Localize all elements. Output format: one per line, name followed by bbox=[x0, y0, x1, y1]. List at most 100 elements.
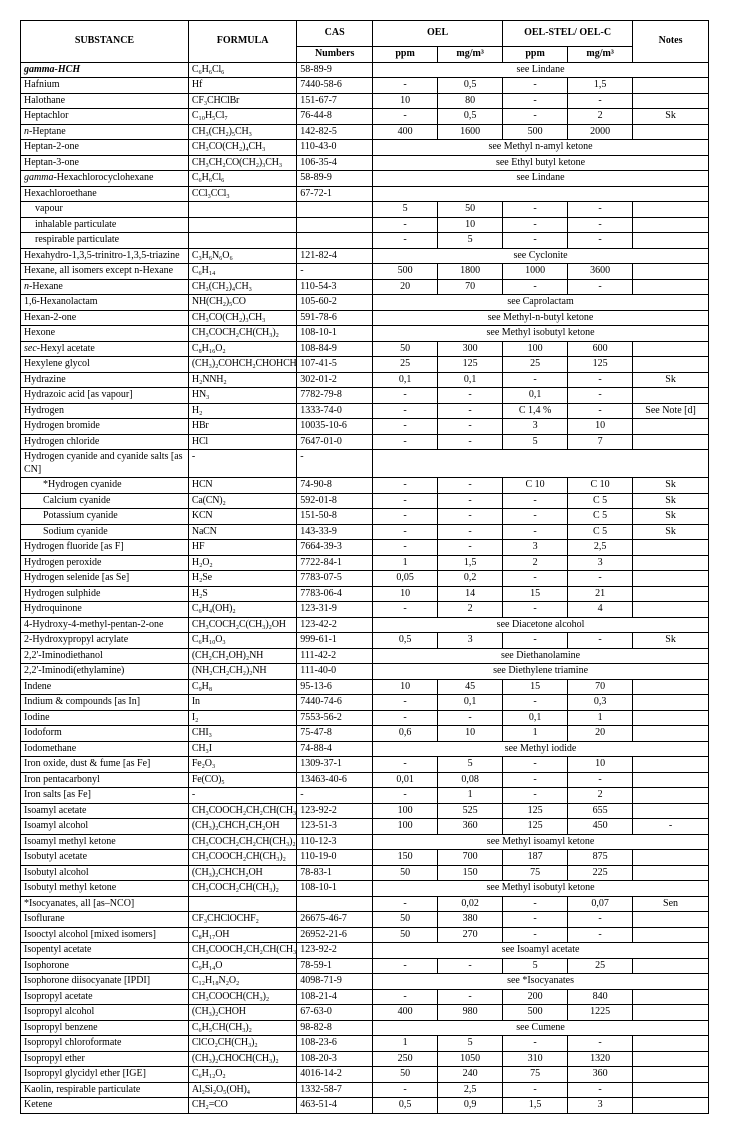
table-row: Iron salts [as Fe]---1-2 bbox=[21, 788, 709, 804]
cell-cas: 76-44-8 bbox=[297, 109, 373, 125]
cell-stel: - bbox=[503, 509, 568, 525]
cell-stel: - bbox=[568, 233, 633, 249]
table-row: Hydrogen selenide [as Se]H₂Se7783-07-50,… bbox=[21, 571, 709, 587]
cell-stel: - bbox=[503, 109, 568, 125]
cell-oel: - bbox=[373, 757, 438, 773]
cell-cas: 75-47-8 bbox=[297, 726, 373, 742]
cell-cas: 108-10-1 bbox=[297, 326, 373, 342]
cell-substance: gamma-HCH bbox=[21, 62, 189, 78]
cell-stel: 2000 bbox=[568, 124, 633, 140]
cell-cas: 110-54-3 bbox=[297, 279, 373, 295]
cell-formula: C₆H₁₀O₃ bbox=[188, 633, 296, 649]
cell-formula: C₉H₈ bbox=[188, 679, 296, 695]
cell-oel: - bbox=[438, 478, 503, 494]
cell-substance: Isooctyl alcohol [mixed isomers] bbox=[21, 927, 189, 943]
table-row: inhalable particulate-10-- bbox=[21, 217, 709, 233]
cell-oel: 1 bbox=[373, 555, 438, 571]
cell-substance: 4-Hydroxy-4-methyl-pentan-2-one bbox=[21, 617, 189, 633]
table-row: Isopropyl alcohol(CH₃)₂CHOH67-63-0400980… bbox=[21, 1005, 709, 1021]
cell-stel: - bbox=[503, 524, 568, 540]
cell-substance: Iodoform bbox=[21, 726, 189, 742]
cell-formula: CH₃COCH₂CH(CH₃)₂ bbox=[188, 326, 296, 342]
cell-oel: 525 bbox=[438, 803, 503, 819]
cell-stel: - bbox=[503, 493, 568, 509]
cell-oel: 0,02 bbox=[438, 896, 503, 912]
cell-stel: - bbox=[503, 772, 568, 788]
th-cas: CAS bbox=[297, 21, 373, 47]
cell-stel: 840 bbox=[568, 989, 633, 1005]
cell-notes bbox=[633, 602, 709, 618]
cell-stel: 600 bbox=[568, 341, 633, 357]
cell-formula: CH₃CO(CH₂)₄CH₃ bbox=[188, 140, 296, 156]
cell-reference: see Lindane bbox=[373, 62, 709, 78]
cell-oel: 45 bbox=[438, 679, 503, 695]
cell-substance: Hydrazoic acid [as vapour] bbox=[21, 388, 189, 404]
cell-stel: 875 bbox=[568, 850, 633, 866]
cell-cas: 78-83-1 bbox=[297, 865, 373, 881]
cell-oel: 10 bbox=[373, 93, 438, 109]
cell-stel: 360 bbox=[568, 1067, 633, 1083]
cell-oel: 1600 bbox=[438, 124, 503, 140]
cell-oel: - bbox=[373, 233, 438, 249]
cell-stel: 450 bbox=[568, 819, 633, 835]
table-row: Isopropyl ether(CH₃)₂CHOCH(CH₃)₂108-20-3… bbox=[21, 1051, 709, 1067]
cell-cas: 591-78-6 bbox=[297, 310, 373, 326]
cell-substance: Isobutyl alcohol bbox=[21, 865, 189, 881]
cell-oel: 100 bbox=[373, 819, 438, 835]
cell-oel: 2 bbox=[438, 602, 503, 618]
cell-stel: 20 bbox=[568, 726, 633, 742]
cell-substance: Isophorone diisocyanate [IPDI] bbox=[21, 974, 189, 990]
cell-notes bbox=[633, 757, 709, 773]
cell-formula: (CH₃)₂CHCH₂CH₂OH bbox=[188, 819, 296, 835]
table-row: Indium & compounds [as In]In7440-74-6-0,… bbox=[21, 695, 709, 711]
cell-formula: HBr bbox=[188, 419, 296, 435]
cell-substance: n-Hexane bbox=[21, 279, 189, 295]
cell-notes: Sk bbox=[633, 372, 709, 388]
cell-notes bbox=[633, 1082, 709, 1098]
cell-formula bbox=[188, 217, 296, 233]
cell-substance: vapour bbox=[21, 202, 189, 218]
cell-stel: 75 bbox=[503, 865, 568, 881]
cell-formula: CHI₃ bbox=[188, 726, 296, 742]
cell-stel: - bbox=[503, 788, 568, 804]
cell-cas: 143-33-9 bbox=[297, 524, 373, 540]
cell-reference: see Caprolactam bbox=[373, 295, 709, 311]
cell-notes bbox=[633, 1051, 709, 1067]
th-stel-ppm: ppm bbox=[503, 47, 568, 63]
cell-substance: inhalable particulate bbox=[21, 217, 189, 233]
cell-oel: 10 bbox=[373, 679, 438, 695]
cell-stel: 2 bbox=[568, 788, 633, 804]
cell-cas: 74-90-8 bbox=[297, 478, 373, 494]
cell-oel: 700 bbox=[438, 850, 503, 866]
cell-substance: Isobutyl acetate bbox=[21, 850, 189, 866]
cell-notes bbox=[633, 788, 709, 804]
cell-formula: C₈H₁₆O₂ bbox=[188, 341, 296, 357]
cell-cas: 74-88-4 bbox=[297, 741, 373, 757]
cell-formula: Hf bbox=[188, 78, 296, 94]
cell-oel: 0,1 bbox=[438, 695, 503, 711]
cell-substance: Isoamyl methyl ketone bbox=[21, 834, 189, 850]
cell-stel: - bbox=[568, 912, 633, 928]
cell-reference: see Diacetone alcohol bbox=[373, 617, 709, 633]
cell-formula: C₈H₁₇OH bbox=[188, 927, 296, 943]
cell-stel: - bbox=[568, 772, 633, 788]
cell-substance: Hydrogen chloride bbox=[21, 434, 189, 450]
cell-notes bbox=[633, 912, 709, 928]
table-row: Hydrogen sulphideH₂S7783-06-410141521 bbox=[21, 586, 709, 602]
cell-cas: 123-31-9 bbox=[297, 602, 373, 618]
cell-stel: 10 bbox=[568, 419, 633, 435]
cell-substance: Isopropyl ether bbox=[21, 1051, 189, 1067]
cell-stel: 125 bbox=[503, 803, 568, 819]
cell-formula: - bbox=[188, 788, 296, 804]
cell-cas: 123-42-2 bbox=[297, 617, 373, 633]
cell-oel: 0,5 bbox=[438, 78, 503, 94]
cell-oel: - bbox=[373, 478, 438, 494]
cell-notes bbox=[633, 124, 709, 140]
th-cas-numbers: Numbers bbox=[297, 47, 373, 63]
cell-cas: 26952-21-6 bbox=[297, 927, 373, 943]
cell-cas: 108-10-1 bbox=[297, 881, 373, 897]
cell-oel: 80 bbox=[438, 93, 503, 109]
cell-cas: 1333-74-0 bbox=[297, 403, 373, 419]
cell-notes: Sk bbox=[633, 478, 709, 494]
cell-oel: 5 bbox=[373, 202, 438, 218]
